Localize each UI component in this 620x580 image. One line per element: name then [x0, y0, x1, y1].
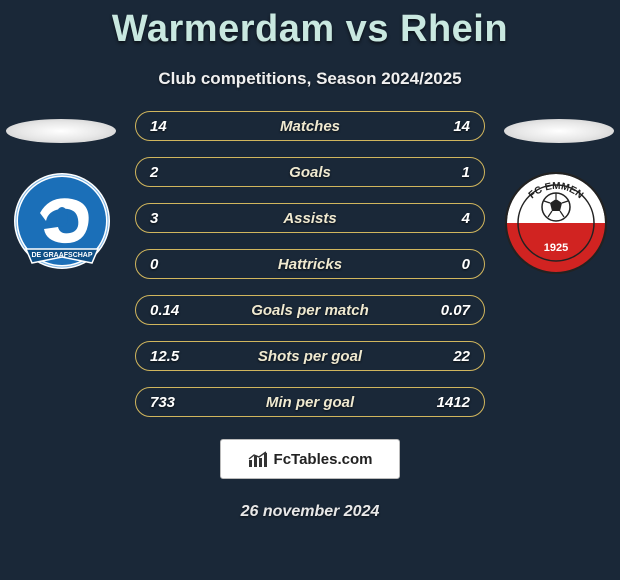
stat-row: 3Assists4 [135, 203, 485, 233]
stat-right-value: 4 [420, 210, 470, 227]
stat-label: Hattricks [200, 256, 420, 273]
stat-row: 733Min per goal1412 [135, 387, 485, 417]
stat-row: 0Hattricks0 [135, 249, 485, 279]
stat-right-value: 1 [420, 164, 470, 181]
stat-left-value: 14 [150, 118, 200, 135]
stat-label: Goals [200, 164, 420, 181]
stat-row: 2Goals1 [135, 157, 485, 187]
stat-left-value: 733 [150, 394, 200, 411]
shadow-ellipse-left [6, 119, 116, 143]
stat-label: Goals per match [200, 302, 420, 319]
stat-left-value: 3 [150, 210, 200, 227]
crest-left: DE GRAAFSCHAP [12, 171, 112, 276]
stat-row: 0.14Goals per match0.07 [135, 295, 485, 325]
page-title: Warmerdam vs Rhein [0, 0, 620, 51]
shadow-ellipse-right [504, 119, 614, 143]
stat-right-value: 0.07 [420, 302, 470, 319]
stat-row: 12.5Shots per goal22 [135, 341, 485, 371]
stat-right-value: 0 [420, 256, 470, 273]
stats-table: 14Matches142Goals13Assists40Hattricks00.… [135, 111, 485, 417]
stat-label: Min per goal [200, 394, 420, 411]
crest-left-svg: DE GRAAFSCHAP [12, 171, 112, 271]
bar-chart-icon [248, 450, 268, 468]
subtitle: Club competitions, Season 2024/2025 [0, 69, 620, 89]
footer-brand-text: FcTables.com [274, 451, 373, 468]
footer-brand-box[interactable]: FcTables.com [220, 439, 400, 479]
stat-left-value: 2 [150, 164, 200, 181]
stat-label: Shots per goal [200, 348, 420, 365]
stat-right-value: 1412 [420, 394, 470, 411]
stat-left-value: 12.5 [150, 348, 200, 365]
stat-label: Matches [200, 118, 420, 135]
content-area: DE GRAAFSCHAP FC EMMEN 1925 [0, 111, 620, 417]
stat-left-value: 0 [150, 256, 200, 273]
stat-left-value: 0.14 [150, 302, 200, 319]
stat-right-value: 14 [420, 118, 470, 135]
date-text: 26 november 2024 [0, 503, 620, 521]
svg-text:1925: 1925 [544, 242, 568, 254]
stat-row: 14Matches14 [135, 111, 485, 141]
crest-right: FC EMMEN 1925 [504, 171, 608, 280]
stat-right-value: 22 [420, 348, 470, 365]
stat-label: Assists [200, 210, 420, 227]
crest-right-svg: FC EMMEN 1925 [504, 171, 608, 275]
svg-text:DE GRAAFSCHAP: DE GRAAFSCHAP [31, 252, 92, 259]
